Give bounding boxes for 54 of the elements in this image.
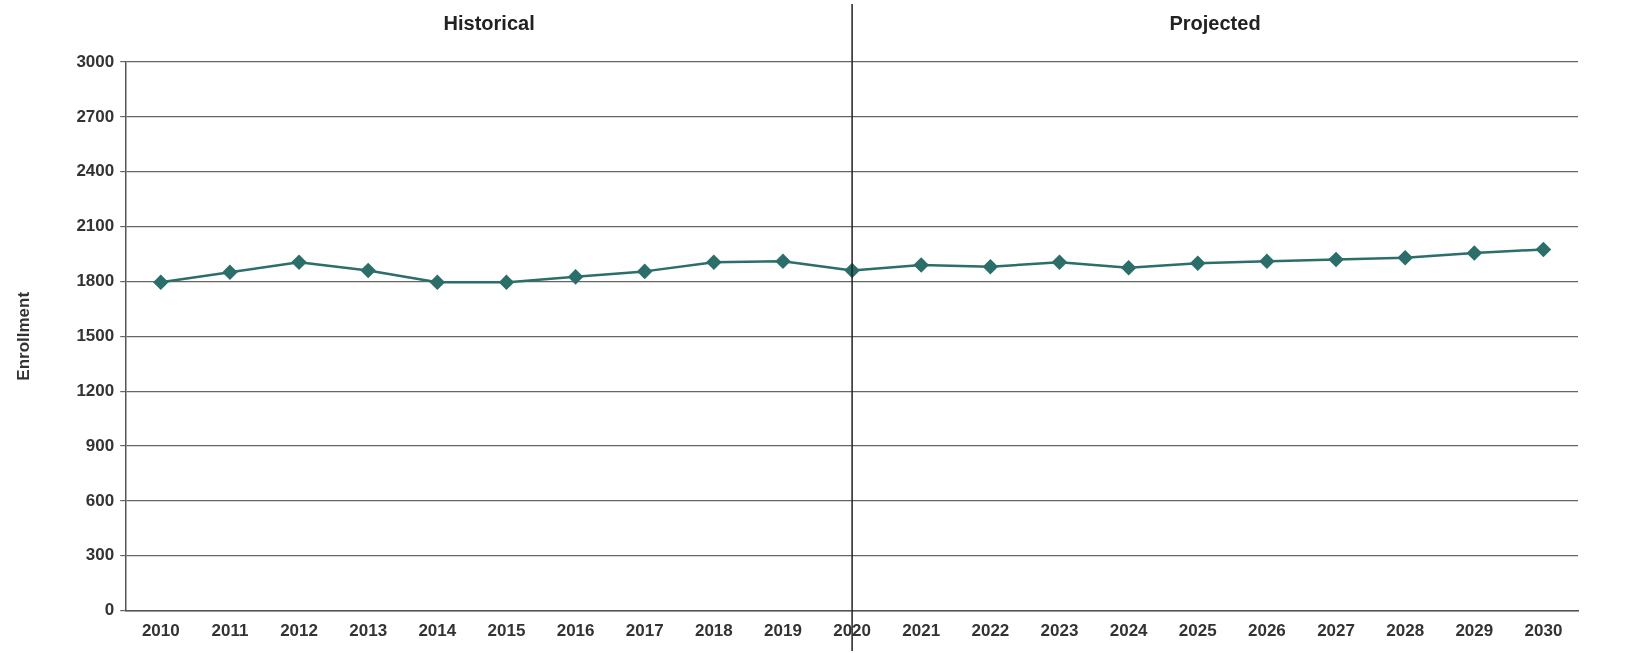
x-tick-label: 2010 <box>141 621 180 641</box>
point <box>430 275 445 290</box>
point <box>499 275 514 290</box>
y-tick-label: 3000 <box>76 51 115 71</box>
point <box>1536 242 1551 257</box>
point <box>153 275 169 290</box>
y-tick-label: 2400 <box>76 161 115 181</box>
x-tick-label: 2021 <box>902 621 941 641</box>
y-tick-label: 300 <box>85 545 115 565</box>
y-tick-label: 1500 <box>76 325 115 345</box>
y-tick-label: 0 <box>104 600 115 620</box>
x-tick-label: 2026 <box>1247 621 1286 641</box>
x-tick-label: 2012 <box>280 621 318 641</box>
y-tick-label: 2700 <box>76 106 115 126</box>
point <box>222 265 238 280</box>
x-tick-label: 2017 <box>625 621 664 641</box>
x-tick-label: 2023 <box>1040 621 1079 641</box>
x-tick-label: 2025 <box>1178 621 1217 641</box>
x-tick-label: 2011 <box>211 621 249 641</box>
point <box>360 263 376 278</box>
y-tick-label: 600 <box>85 490 115 510</box>
point <box>637 264 652 279</box>
x-tick-label: 2022 <box>971 621 1010 641</box>
y-tick-label: 1200 <box>76 380 115 400</box>
text: Projected <box>1169 11 1261 34</box>
y-tick-label: 1800 <box>76 271 115 291</box>
x-tick-label: 2024 <box>1109 621 1149 641</box>
point <box>775 254 791 269</box>
point <box>913 257 929 273</box>
point <box>1052 254 1067 270</box>
x-tick-label: 2016 <box>556 621 595 641</box>
x-tick-label: 2018 <box>694 621 733 641</box>
x-tick-label: 2014 <box>418 621 457 641</box>
text: Historical <box>443 11 535 34</box>
point <box>1328 252 1344 267</box>
x-tick-label: 2029 <box>1455 621 1494 641</box>
y-tick-label: 2100 <box>76 216 115 236</box>
point <box>1259 254 1275 269</box>
x-tick-label: 2030 <box>1524 621 1563 641</box>
point <box>1397 250 1413 265</box>
y-tick-label: 900 <box>85 435 115 455</box>
y-axis-title: Enrollment <box>13 291 33 381</box>
point <box>1190 255 1206 271</box>
point <box>568 269 583 285</box>
x-tick-label: 2019 <box>764 621 802 641</box>
x-tick-label: 2027 <box>1317 621 1355 641</box>
point <box>706 254 722 270</box>
x-tick-label: 2015 <box>487 621 526 641</box>
point <box>1121 260 1136 275</box>
point <box>1467 245 1482 261</box>
x-tick-label: 2028 <box>1386 621 1425 641</box>
point <box>291 254 307 270</box>
point <box>983 259 998 275</box>
x-tick-label: 2013 <box>349 621 388 641</box>
